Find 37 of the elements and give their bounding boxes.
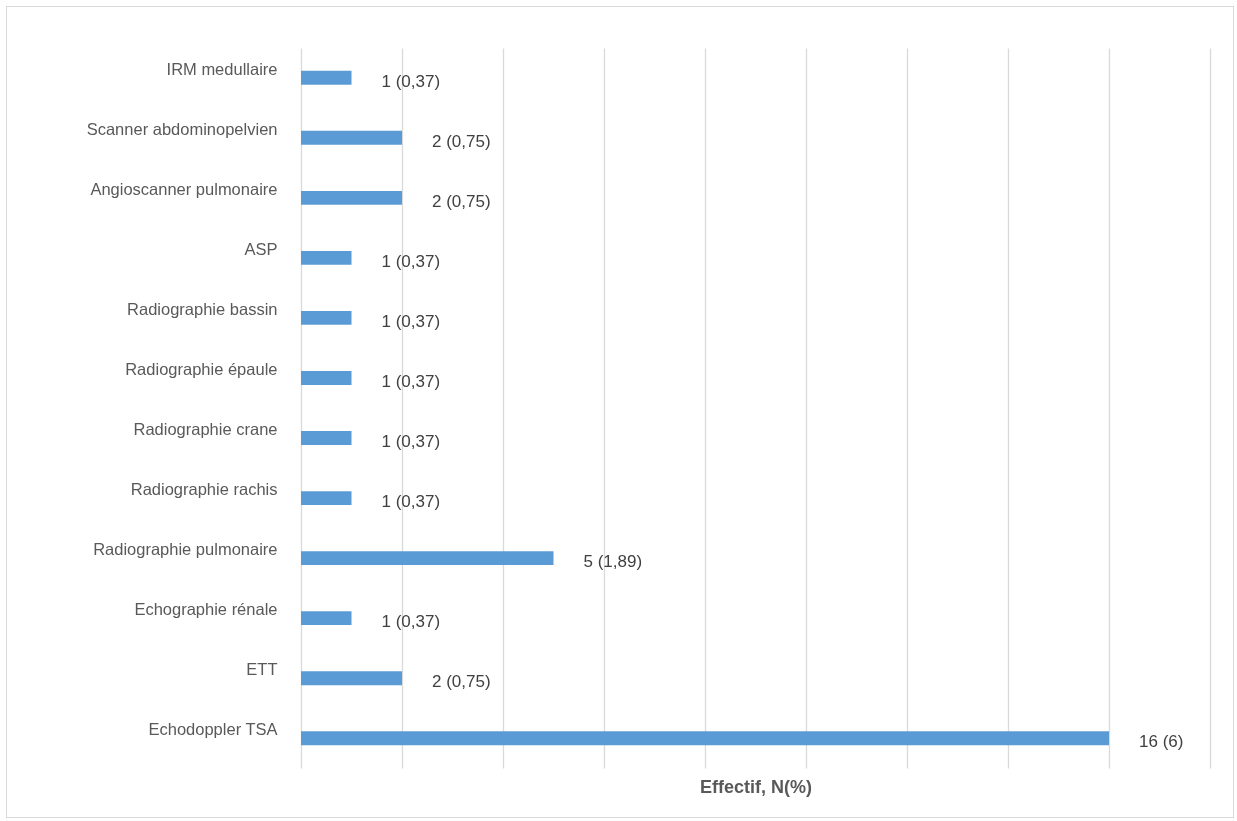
data-label: 1 (0,37) [381, 371, 441, 391]
data-label: 2 (0,75) [432, 131, 491, 151]
y-tick-label: Radiographie bassin [127, 299, 278, 318]
bar [301, 311, 352, 325]
y-tick-label: Radiographie crane [133, 420, 278, 439]
bar [301, 731, 1109, 746]
bar [301, 250, 352, 265]
bar [301, 371, 352, 385]
bar [301, 431, 352, 445]
x-axis-title: Effectif, N(%) [700, 776, 812, 797]
y-tick-label: Echographie rénale [134, 600, 278, 619]
bar [301, 130, 402, 145]
y-tick-label: Radiographie pulmonaire [93, 540, 278, 559]
y-tick-label: Angioscanner pulmonaire [90, 179, 278, 198]
bar [301, 671, 402, 686]
y-tick-label: IRM medullaire [166, 59, 278, 78]
bar [301, 611, 352, 626]
data-label: 2 (0,75) [432, 672, 491, 692]
y-tick-label: Scanner abdominopelvien [86, 119, 278, 138]
data-label: 2 (0,75) [432, 191, 491, 211]
data-label: 1 (0,37) [381, 71, 441, 91]
bar [301, 551, 554, 566]
data-label: 1 (0,37) [381, 311, 441, 331]
data-label: 1 (0,37) [381, 432, 441, 452]
bar [301, 70, 352, 85]
y-tick-label: Radiographie épaule [125, 359, 278, 378]
data-label: 1 (0,37) [381, 492, 441, 512]
y-tick-label: ASP [244, 239, 278, 258]
y-tick-label: Echodoppler TSA [148, 720, 278, 739]
y-tick-label: ETT [246, 660, 278, 679]
bar [301, 491, 352, 505]
data-label: 1 (0,37) [381, 612, 441, 632]
data-label: 5 (1,89) [583, 552, 643, 572]
data-label: 1 (0,37) [381, 251, 441, 271]
data-label: 16 (6) [1139, 732, 1184, 752]
bar [301, 190, 402, 205]
y-tick-label: Radiographie rachis [130, 480, 278, 499]
